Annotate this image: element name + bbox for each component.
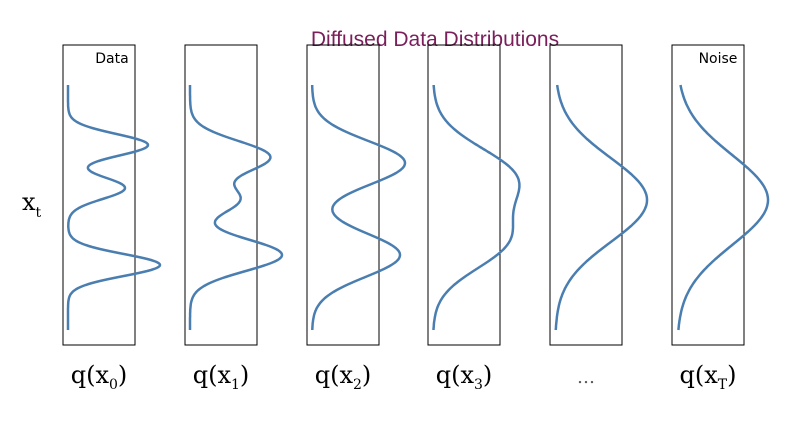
axis-label-main: x (22, 188, 36, 216)
panel-box (427, 44, 501, 346)
label-main: … (577, 367, 595, 388)
label-main: q(x (436, 361, 475, 389)
label-end: ) (362, 361, 371, 389)
curve (310, 85, 407, 330)
panel-label: q(x1) (193, 361, 250, 393)
label-main: q(x (315, 361, 354, 389)
panel-box (671, 44, 745, 346)
axis-label: xt (22, 188, 42, 221)
label-end: ) (118, 361, 127, 389)
curve (66, 85, 162, 330)
panels: q(x0) q(x1) q(x2) q(x3)… q(xT) (62, 44, 770, 393)
label-main: q(x (680, 361, 719, 389)
label-main: q(x (193, 361, 232, 389)
curve (554, 84, 649, 330)
label-end: ) (240, 361, 249, 389)
label-end: ) (727, 361, 736, 389)
label-sub: T (718, 377, 728, 393)
panel-box (306, 44, 380, 346)
panel-box (549, 44, 623, 346)
noise-label: Noise (699, 51, 738, 67)
axis-label-sub: t (36, 205, 42, 221)
label-sub: 0 (109, 377, 118, 393)
title: Diffused Data Distributions (311, 28, 559, 51)
panel-label: q(xT) (680, 361, 737, 393)
label-sub: 1 (231, 377, 240, 393)
panel-label: q(x3) (436, 361, 493, 393)
panel-label: q(x2) (315, 361, 372, 393)
label-main: q(x (71, 361, 110, 389)
data-label: Data (95, 51, 128, 67)
panel-box (62, 44, 136, 346)
label-sub: 3 (474, 377, 483, 393)
curve (432, 85, 521, 330)
label-sub: 2 (353, 377, 362, 393)
curve (677, 84, 770, 331)
panel-box (184, 44, 258, 346)
label-end: ) (483, 361, 492, 389)
panel-label: … (577, 367, 595, 388)
curve (188, 85, 284, 330)
panel-label: q(x0) (71, 361, 128, 393)
